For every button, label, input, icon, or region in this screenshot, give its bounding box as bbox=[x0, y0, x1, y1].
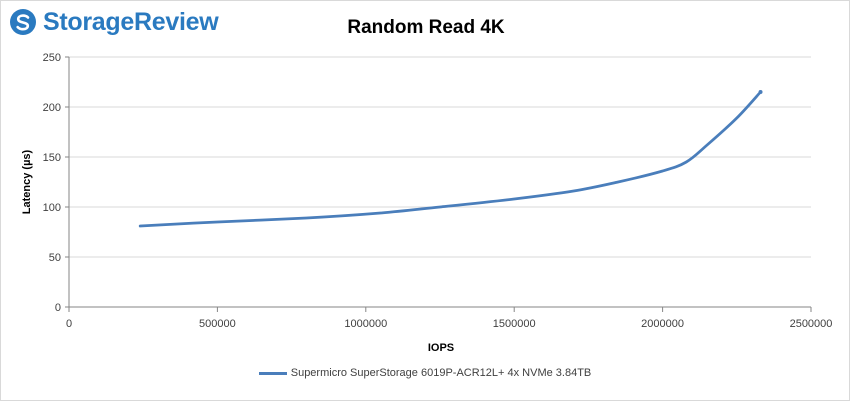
logo-text: StorageReview bbox=[43, 7, 219, 36]
x-tick-label: 1500000 bbox=[493, 318, 536, 330]
x-tick-label: 2000000 bbox=[641, 318, 684, 330]
y-tick-label: 0 bbox=[55, 302, 61, 314]
x-tick-label: 2500000 bbox=[790, 318, 833, 330]
legend-label: Supermicro SuperStorage 6019P-ACR12L+ 4x… bbox=[290, 367, 592, 379]
y-tick-label: 50 bbox=[49, 252, 61, 264]
x-tick-label: 500000 bbox=[199, 318, 236, 330]
storagereview-logo-icon bbox=[10, 9, 36, 35]
gridlines bbox=[69, 56, 811, 258]
series-line bbox=[138, 90, 762, 228]
x-axis-label: IOPS bbox=[428, 342, 454, 354]
chart-title: Random Read 4K bbox=[347, 17, 505, 38]
y-axis: 0 50 100 150 200 250 bbox=[43, 52, 70, 314]
series-end-point bbox=[758, 90, 763, 94]
y-tick-label: 150 bbox=[43, 152, 61, 164]
y-tick-label: 250 bbox=[43, 52, 61, 64]
x-axis: 0 500000 1000000 1500000 2000000 2500000 bbox=[66, 306, 833, 330]
x-tick-label: 0 bbox=[66, 318, 72, 330]
legend: Supermicro SuperStorage 6019P-ACR12L+ 4x… bbox=[1, 367, 849, 379]
y-tick-label: 100 bbox=[43, 202, 61, 214]
legend-swatch bbox=[258, 371, 287, 375]
y-tick-label: 200 bbox=[43, 102, 61, 114]
x-tick-label: 1000000 bbox=[344, 318, 387, 330]
logo: StorageReview bbox=[9, 5, 219, 39]
series-group bbox=[138, 90, 763, 228]
y-axis-label: Latency (µs) bbox=[21, 149, 33, 214]
